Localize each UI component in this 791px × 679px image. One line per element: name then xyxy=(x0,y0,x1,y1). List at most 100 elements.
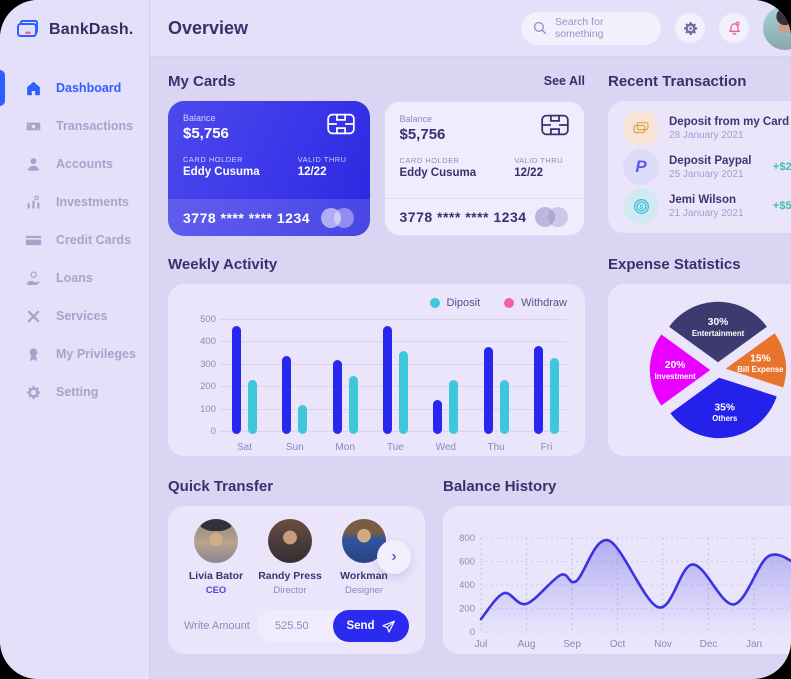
gear-icon xyxy=(682,20,699,37)
sidebar-item-label: My Privileges xyxy=(56,347,136,361)
loan-hand-icon xyxy=(25,269,43,287)
svg-text:Jul: Jul xyxy=(475,639,488,650)
svg-text:$: $ xyxy=(639,203,643,210)
svg-text:20%: 20% xyxy=(665,360,685,371)
sidebar-item-label: Dashboard xyxy=(56,81,122,95)
paper-plane-icon xyxy=(381,619,396,634)
contact-role: CEO xyxy=(205,585,227,596)
sidebar-item-label: Services xyxy=(56,309,108,323)
logo: BankDash. xyxy=(0,0,149,43)
credit-card-icon xyxy=(25,231,43,249)
card-holder-value: Eddy Cusuma xyxy=(399,167,477,179)
valid-thru-value: 12/22 xyxy=(297,166,327,178)
contact-role: Director xyxy=(273,585,307,596)
transaction-title: Jemi Wilson xyxy=(669,193,736,206)
transaction-row[interactable]: $ Jemi Wilson 21 January 2021 +$5,400 xyxy=(623,188,791,224)
balance-history-panel: Jul Aug Sep Oct Nov Dec Jan 0 200 400 600 800 xyxy=(443,506,791,654)
sidebar: BankDash. Dashboard Transactions Account… xyxy=(0,0,150,679)
transaction-amount: +$2,500 xyxy=(772,161,791,173)
svg-text:Jan: Jan xyxy=(746,639,762,650)
sidebar-item-label: Investments xyxy=(56,195,129,209)
sidebar-item-label: Setting xyxy=(56,385,99,399)
recent-transaction-title: Recent Transaction xyxy=(608,72,747,90)
transaction-date: 25 January 2021 xyxy=(669,168,744,180)
contact-livia[interactable]: Livia Bator CEO xyxy=(184,519,248,596)
card-number: 3778 **** **** 1234 xyxy=(183,209,311,226)
balance-history-chart: Jul Aug Sep Oct Nov Dec Jan 0 200 400 600 800 xyxy=(459,533,791,650)
sidebar-item-label: Credit Cards xyxy=(56,233,132,247)
sidebar-item-label: Transactions xyxy=(56,119,134,133)
chart-legend: Diposit Withdraw xyxy=(429,297,567,309)
sidebar-item-loans[interactable]: Loans xyxy=(0,259,149,297)
expense-statistics-panel: 30% Entertainment 15% Bill Expense 35% Others… xyxy=(608,284,791,456)
medal-icon xyxy=(25,345,43,363)
settings-button[interactable] xyxy=(675,13,705,43)
contact-randy[interactable]: Randy Press Director xyxy=(258,519,322,596)
transaction-title: Deposit Paypal xyxy=(669,154,752,167)
sidebar-item-transactions[interactable]: Transactions xyxy=(0,107,149,145)
avatar xyxy=(268,519,312,563)
legend-label: Withdraw xyxy=(521,297,567,309)
mastercard-icon xyxy=(535,207,569,227)
sidebar-item-investments[interactable]: Investments xyxy=(0,183,149,221)
transaction-row[interactable]: Deposit from my Card 28 January 2021 -$8… xyxy=(623,110,791,146)
contact-name: Randy Press xyxy=(258,570,322,582)
legend-dot-withdraw xyxy=(504,298,515,308)
svg-text:Aug: Aug xyxy=(518,639,536,650)
balance-value: $5,756 xyxy=(399,126,446,143)
valid-thru-label: VALID THRU xyxy=(297,155,347,164)
svg-text:Sep: Sep xyxy=(563,639,581,650)
tools-icon xyxy=(25,307,43,325)
credit-card-secondary[interactable]: Balance $5,756 CARD HOLDER Ed xyxy=(383,101,585,236)
credit-card-primary[interactable]: Balance $5,756 CARD HOLDER Ed xyxy=(168,101,370,236)
send-button[interactable]: Send xyxy=(333,610,409,642)
expense-statistics-title: Expense Statistics xyxy=(608,255,741,273)
card-holder-value: Eddy Cusuma xyxy=(183,166,260,178)
valid-thru-value: 12/22 xyxy=(514,167,543,179)
see-all-link[interactable]: See All xyxy=(543,74,585,88)
svg-text:Others: Others xyxy=(712,414,738,423)
sidebar-item-services[interactable]: Services xyxy=(0,297,149,335)
notifications-button[interactable] xyxy=(719,13,749,43)
sidebar-item-setting[interactable]: Setting xyxy=(0,373,149,411)
search-input[interactable]: Search for something xyxy=(521,11,661,45)
expense-pie-chart: 30%Entertainment 15%Bill Expense 35%Others… xyxy=(649,301,787,439)
write-amount-label: Write Amount xyxy=(184,620,250,632)
quick-transfer-panel: Livia Bator CEO Randy Press Director Wor… xyxy=(168,506,425,654)
svg-text:15%: 15% xyxy=(750,353,770,364)
sidebar-item-dashboard[interactable]: Dashboard xyxy=(0,69,149,107)
sidebar-item-credit-cards[interactable]: Credit Cards xyxy=(0,221,149,259)
page-title: Overview xyxy=(168,17,249,38)
top-bar: Overview Search for something xyxy=(150,0,791,57)
search-icon xyxy=(533,21,547,35)
sidebar-item-accounts[interactable]: Accounts xyxy=(0,145,149,183)
bell-icon xyxy=(726,20,743,37)
gear-icon xyxy=(25,383,43,401)
mastercard-icon xyxy=(320,207,355,228)
contact-workman[interactable]: Workman Designer xyxy=(332,519,396,596)
dollar-coin-icon: $ xyxy=(623,188,659,224)
bankdash-logo-icon xyxy=(15,17,41,43)
svg-text:Investment: Investment xyxy=(655,372,696,381)
transaction-row[interactable]: P Deposit Paypal 25 January 2021 +$2,500 xyxy=(623,149,791,185)
weekly-activity-title: Weekly Activity xyxy=(168,255,278,273)
svg-text:Dec: Dec xyxy=(700,639,718,650)
balance-label: Balance xyxy=(399,114,433,124)
card-number: 3778 **** **** 1234 xyxy=(399,209,527,225)
transaction-amount: +$5,400 xyxy=(772,200,791,212)
transaction-title: Deposit from my Card xyxy=(669,115,790,128)
transfer-icon xyxy=(25,117,43,135)
sidebar-item-label: Accounts xyxy=(56,157,113,171)
chip-icon xyxy=(541,114,569,143)
send-label: Send xyxy=(346,620,375,632)
next-contacts-button[interactable]: › xyxy=(377,540,411,574)
legend-dot-deposit xyxy=(429,298,440,308)
card-holder-label: CARD HOLDER xyxy=(183,155,244,164)
home-icon xyxy=(25,79,43,97)
avatar xyxy=(194,519,238,563)
card-holder-label: CARD HOLDER xyxy=(399,156,460,165)
sidebar-item-my-privileges[interactable]: My Privileges xyxy=(0,335,149,373)
weekly-activity-chart: 0 100 200 300 400 500 Sat Sun Mon Tue Wed Thu Fri xyxy=(200,314,567,456)
svg-text:Oct: Oct xyxy=(610,639,626,650)
user-avatar[interactable] xyxy=(763,6,791,50)
